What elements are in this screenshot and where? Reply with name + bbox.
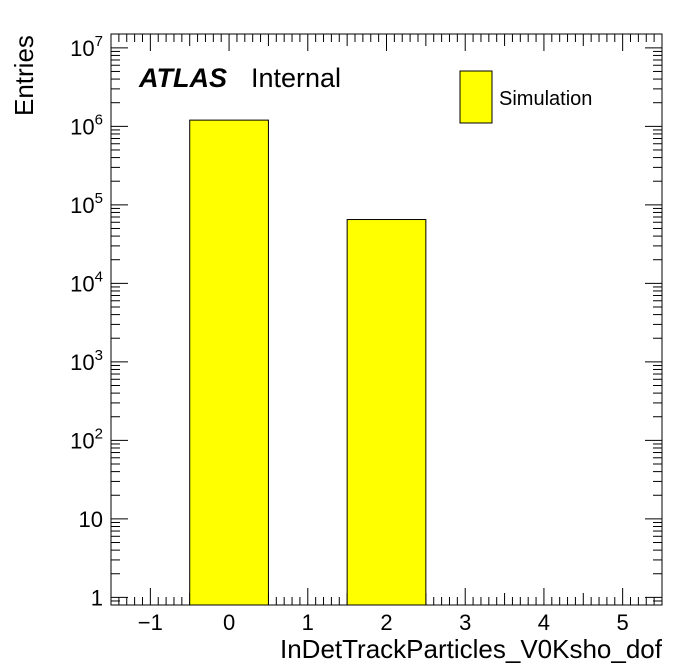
histogram-bars [189, 119, 427, 606]
y-tick-label: 1 [91, 585, 103, 610]
legend-swatch [459, 70, 493, 124]
y-tick-label: 102 [70, 425, 103, 453]
x-tick-label: 3 [459, 610, 471, 635]
y-tick-label: 10 [79, 507, 103, 532]
x-axis-title: InDetTrackParticles_V0Ksho_dof [280, 634, 663, 664]
y-tick-label: 106 [70, 111, 103, 139]
x-tick-label: 1 [302, 610, 314, 635]
atlas-status-label: Internal [251, 63, 341, 93]
y-tick-label: 105 [70, 190, 103, 218]
y-tick-label: 103 [70, 347, 103, 375]
plot-frame [110, 33, 663, 606]
y-axis-title: Entries [9, 35, 39, 116]
legend: Simulation [459, 70, 592, 124]
axis-ticks [110, 34, 663, 606]
legend-label: Simulation [499, 88, 592, 110]
x-tick-label: −1 [138, 610, 163, 635]
atlas-label: ATLAS [138, 63, 227, 93]
x-tick-label: 4 [538, 610, 550, 635]
y-tick-label: 107 [70, 33, 103, 61]
y-tick-label: 104 [70, 268, 103, 296]
x-tick-label: 2 [380, 610, 392, 635]
histogram-bar [346, 219, 427, 606]
x-tick-label: 0 [223, 610, 235, 635]
y-tick-labels: 1 10 102 103 104 105 106 107 [70, 33, 103, 611]
x-tick-labels: −1 0 1 2 3 4 5 [138, 610, 629, 635]
x-tick-label: 5 [617, 610, 629, 635]
histogram-bar [189, 119, 269, 606]
